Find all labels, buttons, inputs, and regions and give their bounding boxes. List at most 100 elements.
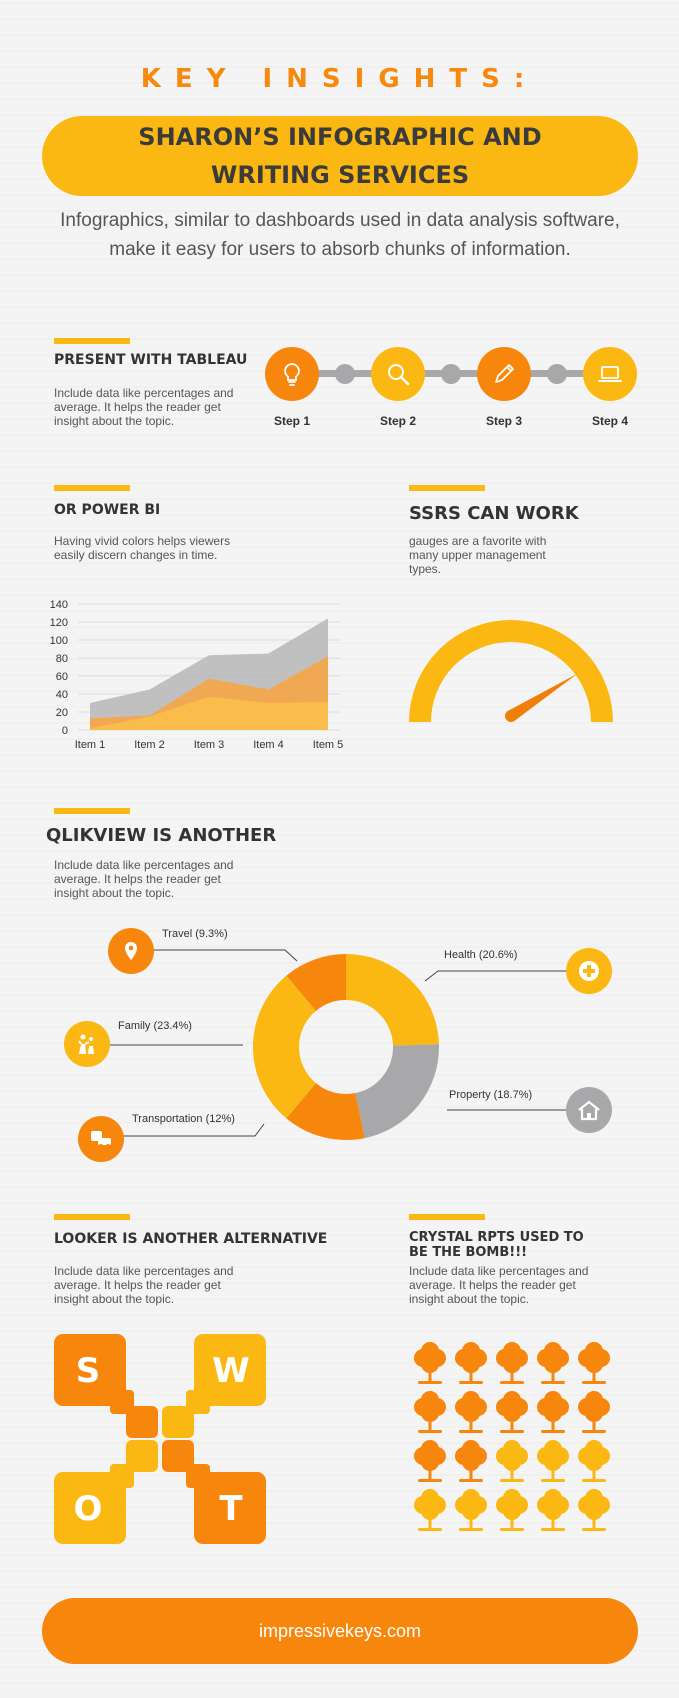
gauge-arc bbox=[409, 620, 613, 723]
tree-icon bbox=[537, 1391, 569, 1433]
tree-ground bbox=[541, 1528, 565, 1531]
tree-trunk bbox=[428, 1366, 432, 1382]
tree-icon bbox=[414, 1440, 446, 1482]
tree-trunk bbox=[592, 1415, 596, 1431]
step-2-circle bbox=[371, 347, 425, 401]
tree-icon bbox=[496, 1391, 528, 1433]
y-tick-label: 120 bbox=[50, 617, 68, 629]
property-label: Property (18.7%) bbox=[449, 1089, 533, 1101]
y-tick-label: 60 bbox=[56, 671, 68, 683]
tree-trunk bbox=[469, 1513, 473, 1529]
step-2-label: Step 2 bbox=[379, 414, 416, 428]
donut-slice-family bbox=[253, 975, 317, 1119]
swot-s: S bbox=[76, 1351, 101, 1391]
tree-ground bbox=[459, 1381, 483, 1384]
y-tick-label: 140 bbox=[50, 600, 68, 611]
tree-icon bbox=[578, 1489, 610, 1531]
tree-trunk bbox=[551, 1464, 555, 1480]
tree-icon bbox=[455, 1489, 487, 1531]
tree-crown bbox=[503, 1489, 521, 1507]
tree-ground bbox=[418, 1528, 442, 1531]
tree-trunk bbox=[551, 1366, 555, 1382]
tree-crown bbox=[421, 1440, 439, 1458]
tree-trunk bbox=[510, 1415, 514, 1431]
tree-crown bbox=[585, 1355, 603, 1373]
tree-crown bbox=[421, 1355, 439, 1373]
y-tick-label: 100 bbox=[50, 635, 68, 647]
tree-crown bbox=[544, 1440, 562, 1458]
connector-dot bbox=[335, 364, 355, 384]
tree-crown bbox=[544, 1404, 562, 1422]
x-tick-label: Item 2 bbox=[134, 739, 165, 751]
tree-icon bbox=[537, 1489, 569, 1531]
section-accent-bar bbox=[54, 1214, 130, 1220]
tree-icon bbox=[414, 1342, 446, 1384]
tree-crown bbox=[421, 1391, 439, 1409]
tree-crown bbox=[462, 1440, 480, 1458]
tree-trunk bbox=[428, 1415, 432, 1431]
tree-ground bbox=[582, 1528, 606, 1531]
tree-crown bbox=[462, 1355, 480, 1373]
tree-crown bbox=[544, 1342, 562, 1360]
tree-icon bbox=[496, 1342, 528, 1384]
tree-trunk bbox=[592, 1464, 596, 1480]
swot-o: O bbox=[74, 1489, 103, 1529]
tree-crown bbox=[462, 1404, 480, 1422]
tree-ground bbox=[582, 1479, 606, 1482]
tree-crown bbox=[462, 1453, 480, 1471]
transport-icon-circle bbox=[78, 1116, 124, 1162]
crystal-text: Include data like percentages and averag… bbox=[409, 1264, 589, 1306]
step-1-circle bbox=[265, 347, 319, 401]
tree-ground bbox=[459, 1430, 483, 1433]
tree-crown bbox=[462, 1391, 480, 1409]
tree-ground bbox=[418, 1479, 442, 1482]
step-4-circle bbox=[583, 347, 637, 401]
looker-text: Include data like percentages and averag… bbox=[54, 1264, 234, 1306]
travel-label: Travel (9.3%) bbox=[162, 928, 228, 940]
looker-title: LOOKER IS ANOTHER ALTERNATIVE bbox=[54, 1231, 328, 1247]
tree-trunk bbox=[551, 1513, 555, 1529]
family-icon-circle bbox=[64, 1021, 110, 1067]
tree-crown bbox=[585, 1440, 603, 1458]
transportation-label: Transportation (12%) bbox=[132, 1113, 235, 1125]
tree-icon bbox=[496, 1440, 528, 1482]
location-pin-icon bbox=[125, 942, 137, 960]
tree-trunk bbox=[592, 1366, 596, 1382]
tree-crown bbox=[421, 1404, 439, 1422]
tree-crown bbox=[462, 1489, 480, 1507]
medical-cross-icon bbox=[579, 961, 599, 981]
family-icon bbox=[78, 1034, 95, 1054]
house-icon bbox=[578, 1100, 600, 1121]
tree-crown bbox=[421, 1489, 439, 1507]
tree-icon bbox=[578, 1342, 610, 1384]
tree-trunk bbox=[428, 1464, 432, 1480]
section-accent-bar bbox=[54, 338, 130, 344]
tree-trunk bbox=[469, 1415, 473, 1431]
tree-crown bbox=[544, 1355, 562, 1373]
x-tick-label: Item 1 bbox=[75, 739, 106, 751]
tree-crown bbox=[421, 1502, 439, 1520]
donut-slice-travel bbox=[286, 954, 348, 1012]
tree-crown bbox=[585, 1391, 603, 1409]
tree-pictogram bbox=[414, 1342, 610, 1531]
tree-ground bbox=[541, 1479, 565, 1482]
tree-ground bbox=[418, 1430, 442, 1433]
tree-ground bbox=[418, 1381, 442, 1384]
x-tick-label: Item 3 bbox=[194, 739, 225, 751]
tree-trunk bbox=[469, 1366, 473, 1382]
tree-crown bbox=[503, 1404, 521, 1422]
section-accent-bar bbox=[54, 485, 130, 491]
step-4-label: Step 4 bbox=[591, 414, 628, 428]
tree-crown bbox=[462, 1502, 480, 1520]
tree-crown bbox=[503, 1453, 521, 1471]
footer-url[interactable]: impressivekeys.com bbox=[42, 1598, 638, 1664]
family-label: Family (23.4%) bbox=[118, 1020, 192, 1032]
magnifier-icon bbox=[388, 364, 410, 386]
gauge-needle bbox=[505, 673, 578, 722]
tree-crown bbox=[544, 1391, 562, 1409]
qlikview-text: Include data like percentages and averag… bbox=[54, 858, 234, 900]
tree-crown bbox=[462, 1342, 480, 1360]
ssrs-text: gauges are a favorite with many upper ma… bbox=[409, 534, 547, 576]
tree-icon bbox=[455, 1391, 487, 1433]
health-icon-circle bbox=[566, 948, 612, 994]
